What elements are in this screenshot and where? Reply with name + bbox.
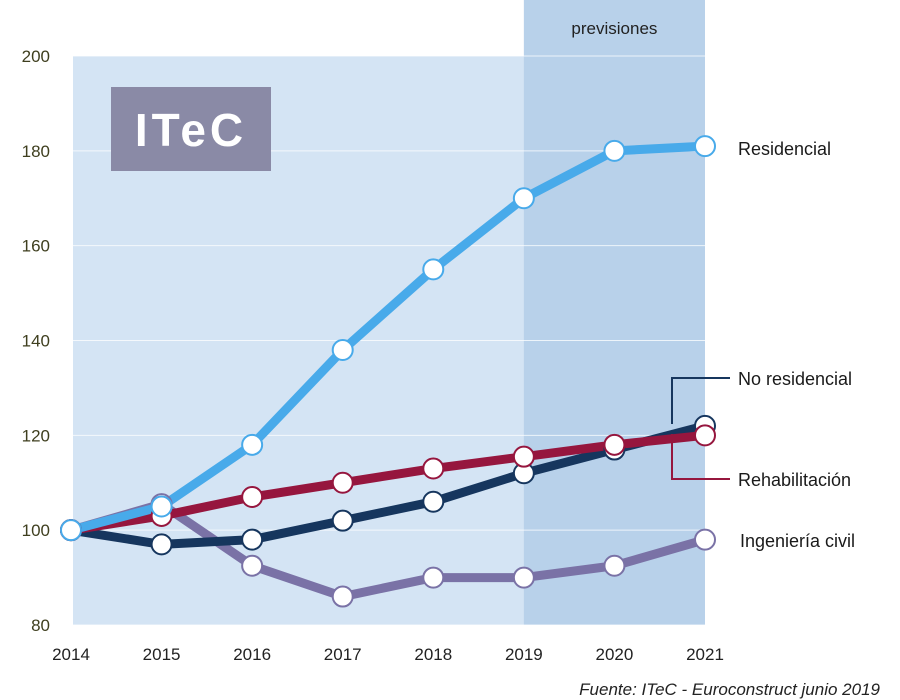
connector-rehabilitacion <box>671 434 730 480</box>
x-tick-label: 2015 <box>143 645 181 664</box>
y-tick-label: 200 <box>22 47 50 66</box>
series-line <box>66 430 710 535</box>
data-point <box>694 424 716 447</box>
data-point <box>331 585 354 608</box>
series-line <box>66 141 710 535</box>
logo-box <box>111 87 271 171</box>
data-point <box>241 485 264 508</box>
data-point <box>422 457 445 480</box>
x-tick-label: 2016 <box>233 645 271 664</box>
forecast-label: previsiones <box>571 19 657 38</box>
y-tick-label: 120 <box>22 426 50 445</box>
series-label-residencial: Residencial <box>738 139 831 159</box>
data-point <box>331 509 354 532</box>
forecast-region <box>523 0 705 625</box>
connector-no-residencial <box>671 377 730 424</box>
gridlines <box>73 55 705 626</box>
data-point <box>603 554 626 577</box>
x-tick-label: 2020 <box>596 645 634 664</box>
data-point <box>422 566 445 589</box>
data-point <box>694 528 716 551</box>
x-tick-label: 2018 <box>414 645 452 664</box>
data-point <box>422 490 445 513</box>
label-connectors <box>671 377 730 480</box>
series-lines <box>66 141 710 602</box>
logo-text: ITeC <box>135 104 247 156</box>
x-tick-label: 2021 <box>686 645 724 664</box>
x-tick-label: 2019 <box>505 645 543 664</box>
series-label-no-residencial: No residencial <box>738 369 852 389</box>
data-point <box>603 433 626 456</box>
data-point <box>512 566 535 589</box>
data-point <box>694 135 716 158</box>
series-line <box>66 421 710 549</box>
y-tick-label: 80 <box>31 616 50 635</box>
data-point <box>241 554 264 577</box>
data-point <box>150 533 173 556</box>
x-axis-ticks: 2014 2015 2016 2017 2018 2019 2020 2021 <box>52 645 724 664</box>
data-point <box>331 338 354 361</box>
series-label-ingenieria-civil: Ingeniería civil <box>740 531 855 551</box>
x-tick-label: 2017 <box>324 645 362 664</box>
data-point <box>331 471 354 494</box>
data-point <box>512 187 535 210</box>
logo: ITeC <box>111 87 271 171</box>
y-tick-label: 100 <box>22 521 50 540</box>
series-points <box>60 135 716 608</box>
source-note: Fuente: ITeC - Euroconstruct junio 2019 <box>579 680 880 699</box>
data-point <box>241 528 264 551</box>
y-tick-label: 140 <box>22 332 50 351</box>
y-tick-label: 180 <box>22 142 50 161</box>
data-point <box>603 139 626 162</box>
y-axis-ticks: 80 100 120 140 160 180 200 <box>22 47 50 635</box>
data-point <box>241 433 264 456</box>
data-point <box>150 495 173 518</box>
data-point <box>512 445 535 468</box>
series-label-rehabilitacion: Rehabilitación <box>738 470 851 490</box>
y-tick-label: 160 <box>22 237 50 256</box>
data-point <box>422 258 445 281</box>
data-point <box>60 519 82 542</box>
x-tick-label: 2014 <box>52 645 90 664</box>
